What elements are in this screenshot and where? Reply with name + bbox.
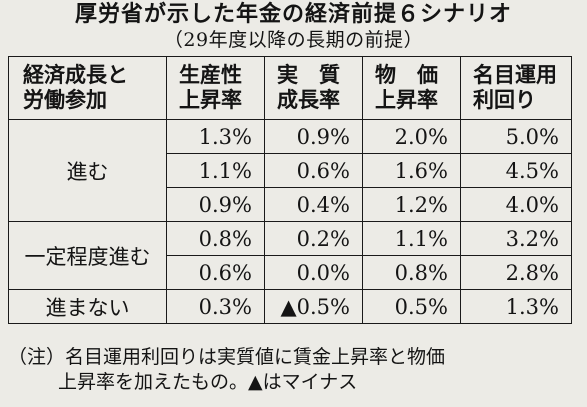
table-cell: 1.3% xyxy=(460,289,572,324)
group-label-partial: 一定程度進む xyxy=(8,221,167,290)
header-cell-nominal-yield: 名目運用 利回り xyxy=(460,56,572,120)
scenario-table: 経済成長と 労働参加 生産性 上昇率 実 質 成長率 物 価 上昇率 名目運用 xyxy=(8,56,572,324)
table-cell: 2.8% xyxy=(460,255,572,290)
header-cell-growth: 経済成長と 労働参加 xyxy=(8,56,167,120)
page-subtitle: （29年度以降の長期の前提） xyxy=(163,29,424,51)
table-cell: 0.3% xyxy=(166,289,265,324)
table-cell: ▲0.5% xyxy=(264,289,363,324)
table-cell: 1.3% xyxy=(166,119,265,154)
header-row: 経済成長と 労働参加 生産性 上昇率 実 質 成長率 物 価 上昇率 名目運用 xyxy=(8,56,572,120)
table-cell: 0.8% xyxy=(166,221,265,256)
page-title: 厚労省が示した年金の経済前提６シナリオ xyxy=(74,2,512,27)
table-cell: 0.8% xyxy=(362,255,461,290)
table-cell: 0.9% xyxy=(166,187,265,222)
header-cell-productivity: 生産性 上昇率 xyxy=(166,56,265,120)
table-row: 一定程度進む 0.8% 0.2% 1.1% 3.2% xyxy=(8,221,572,290)
table-cell: 0.6% xyxy=(166,255,265,290)
table-cell: 0.0% xyxy=(264,255,363,290)
table-cell: 0.6% xyxy=(264,153,363,188)
table-cell: 1.6% xyxy=(362,153,461,188)
footnote-line-2: 上昇率を加えたもの。▲はマイナス xyxy=(58,371,358,393)
table-row: 進まない 0.3% ▲0.5% 0.5% 1.3% xyxy=(8,289,572,324)
group-label-no-advance: 進まない xyxy=(8,289,167,324)
table-row: 進む 1.3% 0.9% 2.0% 5.0% xyxy=(8,119,572,222)
table-cell: 1.1% xyxy=(362,221,461,256)
footnote: （注）名目運用利回りは実質値に賃金上昇率と物価 上昇率を加えたもの。▲はマイナス xyxy=(8,345,583,395)
table-cell: 2.0% xyxy=(362,119,461,154)
table-cell: 3.2% xyxy=(460,221,572,256)
table-cell: 0.9% xyxy=(264,119,363,154)
table-cell: 0.4% xyxy=(264,187,363,222)
table-cell: 4.5% xyxy=(460,153,572,188)
header-cell-real-growth: 実 質 成長率 xyxy=(264,56,363,120)
table-cell: 0.2% xyxy=(264,221,363,256)
table-cell: 5.0% xyxy=(460,119,572,154)
table-cell: 4.0% xyxy=(460,187,572,222)
footnote-line-1: （注）名目運用利回りは実質値に賃金上昇率と物価 xyxy=(8,346,446,368)
group-label-advance: 進む xyxy=(8,119,167,222)
table-row: 0.6% 0.0% 0.8% 2.8% xyxy=(9,255,572,290)
table-cell: 1.1% xyxy=(166,153,265,188)
header-cell-inflation: 物 価 上昇率 xyxy=(362,56,461,120)
table-cell: 0.5% xyxy=(362,289,461,324)
table-cell: 1.2% xyxy=(362,187,461,222)
